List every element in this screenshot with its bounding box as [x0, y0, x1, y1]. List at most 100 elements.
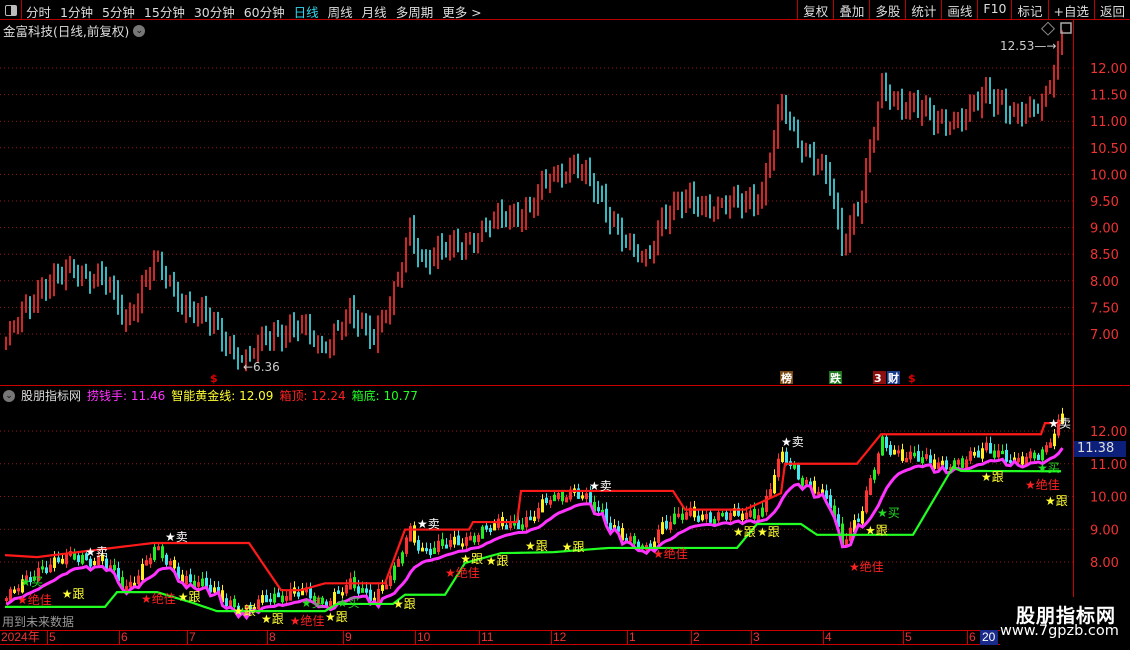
signal-follow: ★跟 [178, 590, 201, 604]
signal-follow: ★跟 [981, 470, 1004, 484]
axis-label: 11.00 [1090, 115, 1127, 130]
stock-title: 金富科技(日线,前复权) [3, 24, 130, 39]
signal-follow: ★跟 [393, 597, 416, 611]
signal-follow: ★跟 [757, 525, 780, 539]
high-price-label: 12.53—→ [1000, 39, 1056, 53]
time-axis-label: 2 [691, 630, 700, 644]
period-tab[interactable]: 30分钟 [193, 5, 235, 20]
signal-follow: ★跟 [1045, 494, 1068, 508]
chevron-down-icon[interactable]: ⌄ [133, 24, 146, 37]
toolbar-button[interactable]: F10 [977, 0, 1011, 20]
toolbar-button[interactable]: 复权 [797, 0, 833, 20]
marker-bg [780, 371, 793, 384]
axis-label: 9.50 [1090, 195, 1119, 210]
signal-sell: ★卖 [589, 479, 612, 493]
signal-follow: ★跟 [562, 540, 585, 554]
toolbar-button[interactable]: 多股 [869, 0, 905, 20]
axis-label: 8.00 [1090, 275, 1119, 290]
axis-label: 10.00 [1090, 491, 1127, 506]
time-axis-label: 9 [343, 630, 352, 644]
toolbar-button[interactable]: +自选 [1047, 0, 1094, 20]
event-marker: 跌 [830, 371, 842, 385]
period-tab[interactable]: 多周期 [395, 5, 434, 20]
indicator-value: 捞钱手: 11.46 [87, 389, 166, 403]
indicator-name[interactable]: 股朋指标网 [21, 389, 82, 403]
signal-follow: ★跟 [733, 525, 756, 539]
signal-follow: ★跟 [486, 554, 509, 568]
marker-bg [887, 371, 900, 384]
period-tab[interactable]: 1分钟 [60, 5, 93, 20]
signal-follow: ★跟 [261, 612, 284, 626]
axis-label: 10.50 [1090, 142, 1127, 157]
period-tabs: 分时 1分钟 5分钟 15分钟 30分钟 60分钟 日线 周线 月线 多周期 更多 > [26, 2, 482, 21]
period-tab[interactable]: 5分钟 [101, 5, 135, 20]
indicator-header: ⌄ 股朋指标网 捞钱手: 11.46 智能黄金线: 12.09 箱顶: 12.24 箱… [3, 387, 418, 404]
event-marker: $ [210, 372, 218, 385]
toolbar-button[interactable]: 标记 [1011, 0, 1047, 20]
signal-follow: ★跟 [460, 552, 483, 566]
axis-label: 8.50 [1090, 248, 1119, 263]
event-marker: 3 [874, 372, 882, 385]
signal-buy: ★买 [301, 596, 324, 610]
time-axis-label: 6 [967, 630, 976, 644]
event-marker: $ [908, 372, 916, 385]
time-axis-highlight: 20 [980, 630, 998, 645]
chart-title: 金富科技(日线,前复权) ⌄ [3, 21, 146, 40]
signal-best: ★绝佳 [445, 565, 480, 580]
panel-separator[interactable] [0, 385, 1130, 386]
signal-follow: ★跟 [525, 539, 548, 553]
signal-sell: ★卖 [85, 545, 108, 559]
period-tab[interactable]: 15分钟 [143, 5, 185, 20]
event-marker: 榜 [781, 371, 792, 385]
time-axis-label: 12 [551, 630, 567, 644]
signal-sell: ★卖 [1048, 417, 1071, 431]
box-bottom-line [5, 465, 1062, 613]
signal-follow: ★跟 [62, 587, 85, 601]
axis-label: 12.00 [1090, 425, 1127, 440]
signal-buy: ★买 [1037, 461, 1060, 475]
watermark-name: 股朋指标网 [1016, 605, 1117, 627]
toolbar-button[interactable]: 返回 [1093, 0, 1130, 20]
marker-bg [873, 371, 886, 384]
toolbar-button[interactable]: 统计 [905, 0, 941, 20]
signal-best: ★绝佳 [849, 559, 884, 574]
watermark: 股朋指标网 www.7gpzb.com [1000, 597, 1130, 645]
toolbar-button[interactable]: 叠加 [833, 0, 869, 20]
marker-bg [829, 371, 842, 384]
signal-buy: ★买 [337, 596, 360, 610]
signal-best: ★绝佳 [141, 591, 176, 606]
period-tab[interactable]: 月线 [361, 5, 387, 20]
signal-sell: ★卖 [781, 435, 804, 449]
signal-sell: ★卖 [165, 530, 188, 544]
time-axis-label: 5 [47, 630, 56, 644]
axis-label: 12.00 [1090, 62, 1127, 77]
current-price-badge: 11.38 [1074, 441, 1126, 457]
toolbar-button[interactable]: 画线 [941, 0, 977, 20]
period-tab[interactable]: 分时 [26, 5, 52, 20]
time-axis-label: 11 [479, 630, 494, 644]
axis-label: 11.00 [1090, 458, 1127, 473]
axis-label: 11.50 [1090, 89, 1127, 104]
period-tab[interactable]: 60分钟 [243, 5, 285, 20]
layout-icon [4, 4, 17, 16]
signal-best: ★绝佳 [290, 613, 325, 628]
time-axis-label: 7 [187, 630, 196, 644]
signal-follow: ★跟 [325, 610, 348, 624]
period-tab[interactable]: 更多 > [442, 5, 482, 20]
money-line [5, 447, 1064, 621]
time-axis-label: 6 [119, 630, 128, 644]
toolbar: 分时 1分钟 5分钟 15分钟 30分钟 60分钟 日线 周线 月线 多周期 更多 > 复权 叠加 多股… [0, 0, 1130, 20]
signal-best: ★绝佳 [1025, 477, 1060, 492]
diamond-icon [1040, 21, 1056, 36]
layout-toggle-button[interactable] [0, 0, 22, 20]
time-axis-label: 3 [751, 630, 760, 644]
time-axis-label: 2024年 [1, 630, 40, 644]
period-tab[interactable]: 日线 [293, 5, 319, 20]
signal-best: ★绝佳 [17, 592, 52, 607]
signal-buy: ★买 [20, 575, 43, 589]
period-tab[interactable]: 周线 [327, 5, 353, 20]
time-axis-label: 10 [415, 630, 431, 644]
indicator-value: 箱顶: 12.24 [279, 389, 346, 403]
chevron-down-icon[interactable]: ⌄ [3, 389, 15, 402]
